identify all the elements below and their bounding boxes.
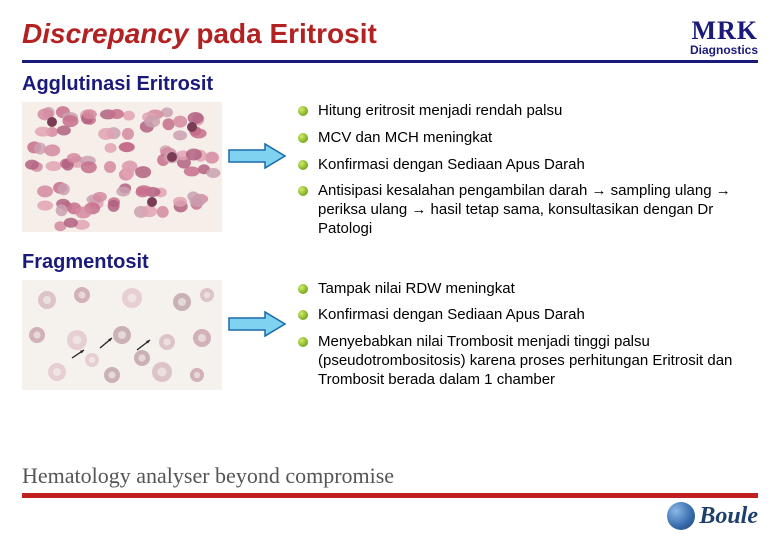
arrow-2 — [222, 280, 292, 338]
footer-tagline: Hematology analyser beyond compromise — [0, 463, 780, 493]
title-underline — [22, 60, 758, 63]
main-title: Discrepancy pada Eritrosit — [22, 18, 377, 50]
bullet-item: Antisipasi kesalahan pengambilan darah →… — [298, 182, 758, 238]
arrow-1 — [222, 102, 292, 170]
micrograph-agglutination — [22, 102, 222, 232]
section1-heading: Agglutinasi Eritrosit — [22, 73, 758, 96]
title-italic: Discrepancy — [22, 18, 189, 49]
logo-top: MRK — [690, 18, 758, 44]
bullet-item: Menyebabkan nilai Trombosit menjadi ting… — [298, 333, 758, 389]
bullet-item: Konfirmasi dengan Sediaan Apus Darah — [298, 306, 758, 325]
section1-bullets: Hitung eritrosit menjadi rendah palsu MCV… — [292, 102, 758, 247]
micrograph-fragmentocytes — [22, 280, 222, 390]
boule-logo: Boule — [667, 502, 758, 530]
boule-text: Boule — [699, 503, 758, 530]
bullet-item: MCV dan MCH meningkat — [298, 129, 758, 148]
title-rest: pada Eritrosit — [189, 18, 377, 49]
section2-heading: Fragmentosit — [22, 251, 758, 274]
title-row: Discrepancy pada Eritrosit MRK Diagnosti… — [22, 18, 758, 56]
bullet-item: Tampak nilai RDW meningkat — [298, 280, 758, 299]
logo-bottom: Diagnostics — [690, 44, 758, 56]
boule-ball-icon — [667, 502, 695, 530]
footer: Hematology analyser beyond compromise Bo… — [0, 463, 780, 540]
section2: Tampak nilai RDW meningkat Konfirmasi den… — [22, 280, 758, 398]
bullet-item: Hitung eritrosit menjadi rendah palsu — [298, 102, 758, 121]
bullet-item: Konfirmasi dengan Sediaan Apus Darah — [298, 156, 758, 175]
mrk-logo: MRK Diagnostics — [690, 18, 758, 56]
section1: Hitung eritrosit menjadi rendah palsu MCV… — [22, 102, 758, 247]
section2-bullets: Tampak nilai RDW meningkat Konfirmasi den… — [292, 280, 758, 398]
